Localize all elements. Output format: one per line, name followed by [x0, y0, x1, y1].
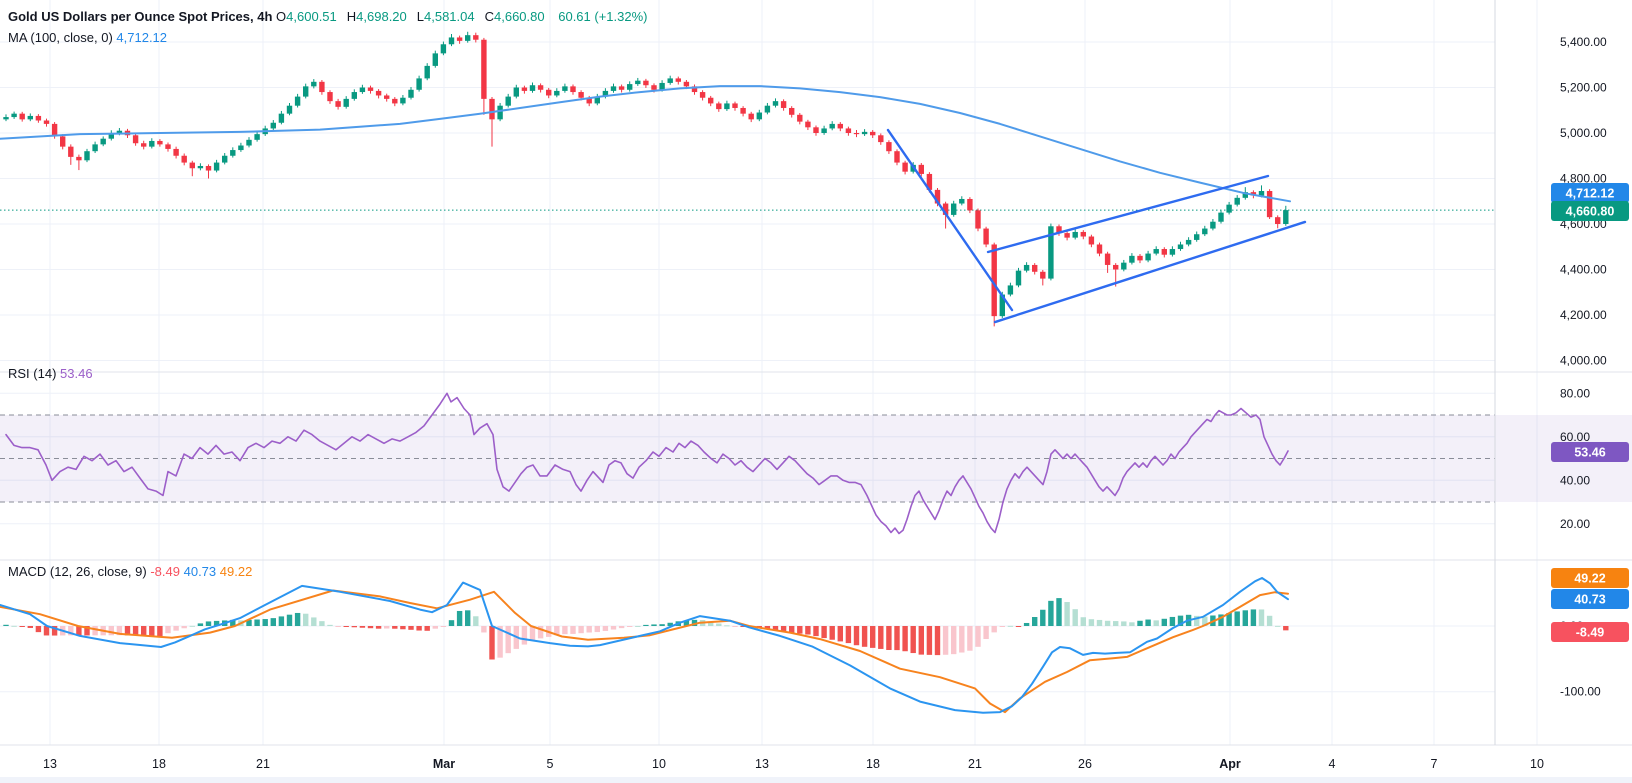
svg-text:18: 18: [152, 757, 166, 771]
time-axis[interactable]: 13 18 21 Mar 5 10 13 18 21 26 Apr 4 7 10: [43, 757, 1544, 771]
axis-badge: [1551, 568, 1629, 588]
svg-text:4: 4: [1329, 757, 1336, 771]
svg-text:4,000.00: 4,000.00: [1560, 354, 1607, 368]
axis-badge: [1551, 183, 1629, 203]
svg-text:5: 5: [547, 757, 554, 771]
bottom-strip: [0, 777, 1632, 783]
svg-text:Mar: Mar: [433, 757, 455, 771]
ma-label: MA (100, close, 0): [8, 30, 113, 45]
macd-label: MACD (12, 26, close, 9): [8, 564, 147, 579]
svg-text:4,200.00: 4,200.00: [1560, 308, 1607, 322]
svg-text:40.00: 40.00: [1560, 473, 1590, 487]
axis-badge: [1551, 622, 1629, 642]
svg-text:-100.00: -100.00: [1560, 685, 1601, 699]
down-trendline[interactable]: [886, 128, 1014, 312]
svg-text:26: 26: [1078, 757, 1092, 771]
ma100-line[interactable]: [0, 85, 1291, 203]
macd-line-value: 40.73: [183, 564, 217, 579]
macd-signal-value: 49.22: [219, 564, 253, 579]
ma-legend[interactable]: MA (100, close, 0) 4,712.12: [8, 27, 648, 48]
axis-badge: [1551, 442, 1629, 462]
svg-text:4,800.00: 4,800.00: [1560, 172, 1607, 186]
svg-text:21: 21: [968, 757, 982, 771]
svg-text:80.00: 80.00: [1560, 386, 1590, 400]
macd-legend[interactable]: MACD (12, 26, close, 9) -8.49 40.73 49.2…: [8, 564, 252, 579]
rsi-legend[interactable]: RSI (14) 53.46: [8, 366, 93, 381]
svg-text:18: 18: [866, 757, 880, 771]
symbol-legend[interactable]: Gold US Dollars per Ounce Spot Prices, 4…: [8, 6, 648, 48]
symbol-title: Gold US Dollars per Ounce Spot Prices, 4…: [8, 9, 273, 24]
svg-text:5,400.00: 5,400.00: [1560, 35, 1607, 49]
svg-text:13: 13: [43, 757, 57, 771]
trendline-drawings[interactable]: [886, 128, 1307, 324]
rsi-pane[interactable]: [0, 414, 1632, 503]
axis-badge: [1551, 589, 1629, 609]
svg-text:-8.49: -8.49: [1576, 626, 1605, 640]
channel-lower[interactable]: [993, 220, 1307, 324]
svg-text:20.00: 20.00: [1560, 517, 1590, 531]
svg-text:5,200.00: 5,200.00: [1560, 81, 1607, 95]
svg-text:7: 7: [1431, 757, 1438, 771]
macd-line: [0, 577, 1289, 714]
macd-hist-value: -8.49: [150, 564, 180, 579]
svg-text:4,712.12: 4,712.12: [1566, 187, 1615, 201]
price-axis-badges: 4,712.12 4,660.80 53.46 49.22 40.73 -8.49: [1551, 183, 1629, 642]
rsi-value: 53.46: [60, 366, 93, 381]
axis-badge: [1551, 201, 1629, 221]
svg-text:Apr: Apr: [1219, 757, 1241, 771]
rsi-label: RSI (14): [8, 366, 57, 381]
ohlc-open: O4,600.51: [276, 9, 337, 24]
svg-text:4,660.80: 4,660.80: [1566, 205, 1615, 219]
svg-text:49.22: 49.22: [1574, 572, 1605, 586]
ma-value: 4,712.12: [116, 30, 168, 45]
ohlc-close: C4,660.80: [484, 9, 545, 24]
ohlc-high: H4,698.20: [346, 9, 407, 24]
svg-text:60.00: 60.00: [1560, 430, 1590, 444]
svg-text:10: 10: [1530, 757, 1544, 771]
pane-separators[interactable]: [0, 371, 1632, 746]
svg-text:5,000.00: 5,000.00: [1560, 126, 1607, 140]
legend-line-1: Gold US Dollars per Ounce Spot Prices, 4…: [8, 6, 648, 27]
change-value: 60.61 (+1.32%): [558, 9, 648, 24]
svg-text:10: 10: [652, 757, 666, 771]
svg-text:13: 13: [755, 757, 769, 771]
channel-upper[interactable]: [986, 174, 1270, 254]
rsi-line: [5, 392, 1289, 535]
ohlc-low: L4,581.04: [416, 9, 475, 24]
svg-text:21: 21: [256, 757, 270, 771]
svg-text:40.73: 40.73: [1574, 593, 1605, 607]
macd-signal-line: [0, 589, 1289, 714]
svg-text:53.46: 53.46: [1574, 446, 1605, 460]
svg-text:4,400.00: 4,400.00: [1560, 263, 1607, 277]
